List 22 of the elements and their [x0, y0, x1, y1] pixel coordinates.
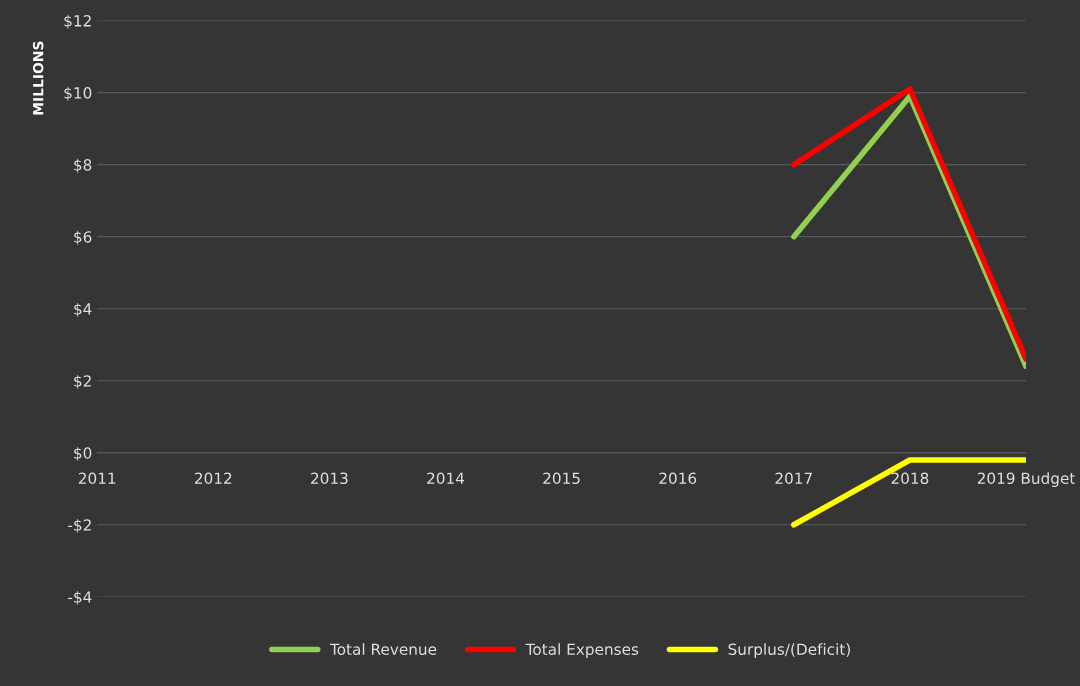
y-axis-title: MILLIONS — [32, 41, 44, 115]
x-tick-label: 2017 — [775, 472, 812, 485]
x-tick-label: 2013 — [311, 472, 348, 485]
y-tick-label: -$2 — [68, 518, 91, 533]
x-tick-label: 2012 — [194, 472, 232, 485]
x-tick-label: 2018 — [891, 472, 929, 485]
y-tick-label: $2 — [74, 374, 91, 389]
y-tick-label: -$4 — [68, 591, 92, 605]
legend-label: Surplus/(Deficit) — [728, 643, 850, 658]
x-tick-label: 2015 — [543, 472, 580, 485]
y-tick-label: $6 — [74, 230, 92, 245]
x-tick-label: 2011 — [78, 472, 116, 485]
legend-label: Total Expenses — [525, 643, 639, 658]
y-tick-label: $4 — [74, 302, 92, 317]
legend-label: Total Revenue — [329, 643, 437, 656]
y-tick-label: $0 — [74, 446, 92, 461]
y-tick-label: $12 — [64, 14, 91, 29]
y-tick-label: $10 — [64, 86, 92, 101]
y-tick-label: $8 — [74, 158, 92, 173]
x-tick-label: 2016 — [659, 472, 697, 485]
x-tick-label: 2014 — [427, 472, 465, 485]
x-tick-label: 2019 Budget — [977, 472, 1075, 487]
